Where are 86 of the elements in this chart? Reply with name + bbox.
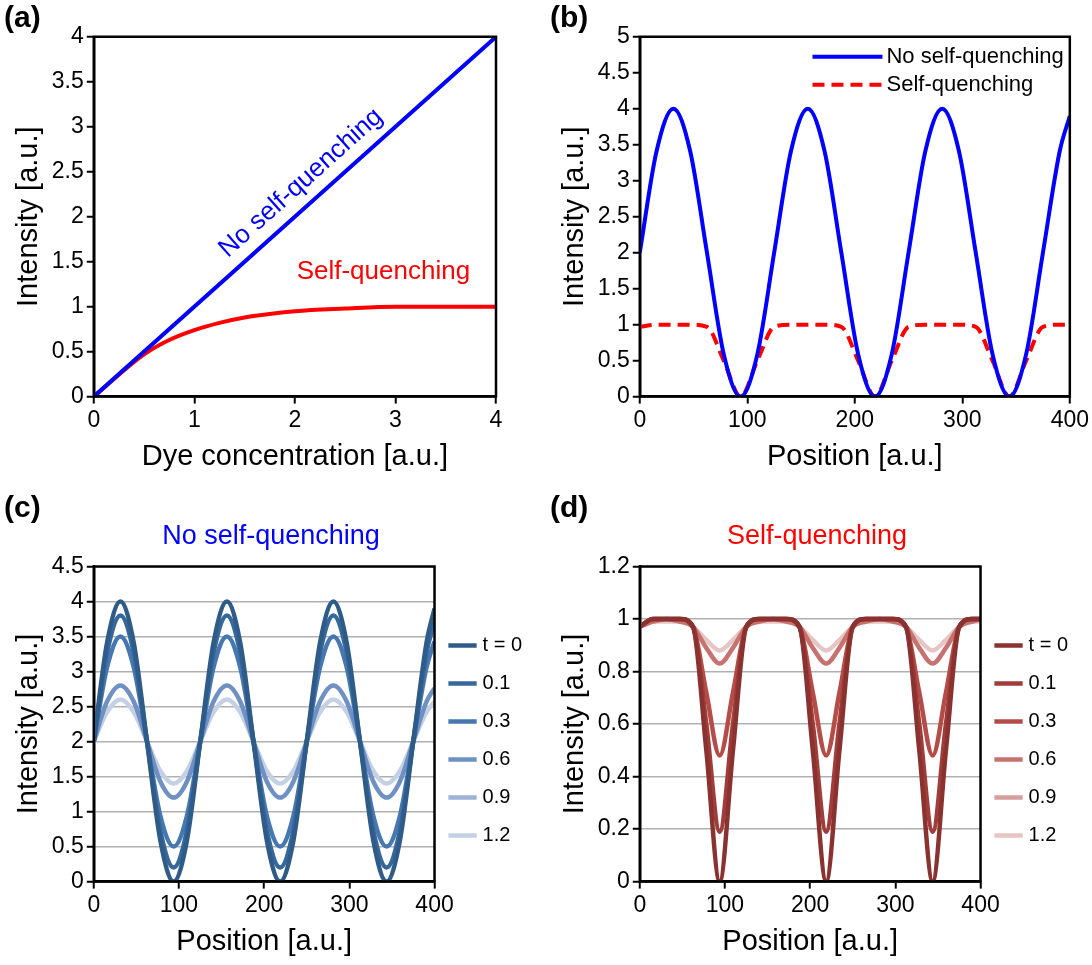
x-tick-label: 400: [415, 890, 454, 917]
y-tick-label: 4.5: [597, 58, 630, 85]
annotation: Self-quenching: [296, 255, 471, 286]
x-tick-label: 0: [633, 405, 647, 432]
y-tick-label: 3.5: [597, 130, 630, 157]
y-tick-label: 1.2: [597, 551, 630, 578]
x-axis-title: Position [a.u.]: [176, 923, 353, 956]
x-tick-label: 400: [1050, 405, 1089, 432]
x-tick-label: 0: [87, 405, 101, 432]
y-tick-label: 3: [70, 656, 84, 683]
x-tick-label: 300: [330, 890, 369, 917]
y-tick-label: 1.5: [597, 274, 630, 300]
x-tick-label: 1: [187, 405, 201, 432]
y-axis-title: Intensity [a.u.]: [557, 633, 590, 815]
y-tick-label: 3: [70, 112, 84, 139]
y-tick-label: 0.8: [597, 656, 630, 683]
legend-label: 1.2: [482, 823, 511, 846]
y-tick-label: 0: [70, 381, 84, 408]
y-axis-title: Intensity [a.u.]: [11, 126, 44, 307]
y-tick-label: 3.5: [51, 67, 84, 94]
y-tick-label: 0: [616, 381, 630, 408]
legend-label: t = 0: [1028, 633, 1069, 656]
legend-label: 0.1: [1028, 671, 1057, 694]
y-tick-label: 4: [70, 22, 84, 49]
y-tick-label: 4.5: [51, 551, 84, 578]
x-tick-label: 100: [728, 405, 767, 432]
x-tick-label: 0: [633, 890, 647, 917]
x-tick-label: 200: [790, 890, 830, 917]
y-tick-label: 1: [70, 796, 84, 823]
x-tick-label: 3: [389, 405, 402, 432]
y-tick-label: 2.5: [51, 691, 84, 718]
text: (d): [550, 490, 589, 524]
y-axis-title: Intensity [a.u.]: [557, 126, 590, 307]
legend-label: 0.9: [482, 785, 511, 808]
y-tick-label: 0.5: [51, 831, 84, 858]
y-tick-label: 2.5: [51, 157, 84, 184]
y-tick-label: 2: [616, 238, 630, 265]
y-tick-label: 0.6: [597, 709, 630, 736]
text: (a): [4, 0, 41, 34]
x-tick-label: 100: [705, 890, 745, 917]
x-tick-label: 4: [489, 405, 503, 432]
legend-label: t = 0: [482, 633, 523, 656]
legend-label: 0.3: [1028, 709, 1057, 732]
x-tick-label: 0: [87, 890, 101, 917]
y-tick-label: 4: [616, 94, 630, 121]
y-tick-label: 5: [616, 22, 630, 49]
x-axis-title: Position [a.u.]: [722, 923, 899, 956]
legend-label: 0.3: [482, 709, 511, 732]
x-tick-label: 200: [244, 890, 284, 917]
y-tick-label: 2: [70, 726, 84, 753]
chart-title: No self-quenching: [162, 519, 380, 550]
y-tick-label: 1.5: [51, 761, 84, 788]
legend-label: 0.1: [482, 671, 511, 694]
x-tick-label: 2: [288, 405, 302, 432]
y-tick-label: 1: [616, 604, 630, 631]
y-tick-label: 1.5: [51, 247, 84, 274]
y-tick-label: 0: [616, 866, 630, 893]
y-axis-title: Intensity [a.u.]: [11, 633, 44, 815]
y-tick-label: 1: [616, 309, 630, 336]
legend-label: No self-quenching: [886, 42, 1064, 68]
legend-label: Self-quenching: [886, 70, 1034, 96]
y-tick-label: 0.2: [597, 814, 630, 841]
x-axis-title: Dye concentration [a.u.]: [141, 438, 449, 471]
text: (c): [4, 490, 41, 524]
x-tick-label: 200: [835, 405, 874, 432]
x-tick-label: 300: [943, 405, 982, 432]
legend-label: 0.6: [1028, 747, 1057, 770]
y-tick-label: 1: [70, 291, 84, 318]
y-tick-label: 3: [616, 166, 630, 193]
legend-label: 0.9: [1028, 785, 1057, 808]
y-tick-label: 4: [70, 586, 84, 613]
x-axis-title: Position [a.u.]: [766, 438, 943, 471]
y-tick-label: 0.4: [597, 761, 630, 788]
x-tick-label: 400: [961, 890, 1000, 917]
x-tick-label: 300: [876, 890, 915, 917]
y-tick-label: 2: [70, 202, 84, 229]
chart-title: Self-quenching: [726, 519, 908, 550]
y-tick-label: 2.5: [597, 202, 630, 229]
x-tick-label: 100: [159, 890, 199, 917]
text: (b): [550, 0, 589, 34]
y-tick-label: 3.5: [51, 621, 84, 648]
y-tick-label: 0: [70, 866, 84, 893]
legend-label: 1.2: [1028, 823, 1057, 846]
y-tick-label: 0.5: [597, 345, 630, 372]
legend-label: 0.6: [482, 747, 511, 770]
y-tick-label: 0.5: [51, 336, 84, 363]
